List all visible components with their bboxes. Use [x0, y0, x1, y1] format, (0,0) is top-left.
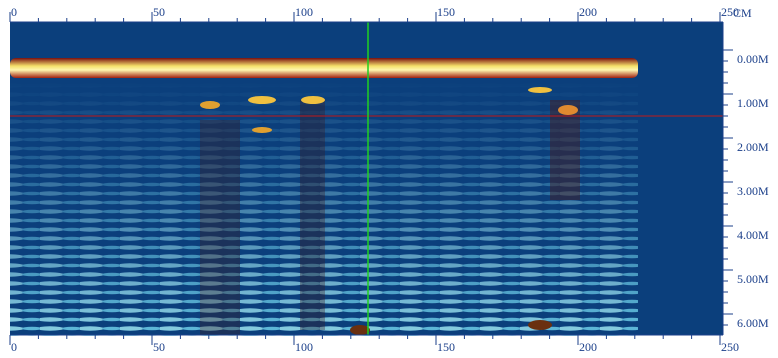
tick-label: 250: [721, 340, 739, 354]
depth-label: 2.00M: [737, 140, 769, 154]
tick-label: 100: [295, 340, 313, 354]
top-axis-unit: CM: [733, 6, 752, 20]
scan-image: [10, 58, 638, 336]
tick-label: 250: [721, 5, 739, 19]
depth-label: 6.00M: [737, 316, 769, 330]
depth-label: 0.00M: [737, 52, 769, 66]
tick-label: 50: [153, 5, 165, 19]
tick-label: 0: [11, 5, 17, 19]
tick-label: 200: [579, 340, 597, 354]
depth-label: 4.00M: [737, 228, 769, 242]
tick-label: 150: [437, 340, 455, 354]
tick-label: 100: [295, 5, 313, 19]
tick-label: 200: [579, 5, 597, 19]
depth-label: 3.00M: [737, 184, 769, 198]
tick-label: 0: [11, 340, 17, 354]
depth-label: 5.00M: [737, 272, 769, 286]
depth-label: 1.00M: [737, 96, 769, 110]
tick-label: 50: [153, 340, 165, 354]
tick-label: 150: [437, 5, 455, 19]
